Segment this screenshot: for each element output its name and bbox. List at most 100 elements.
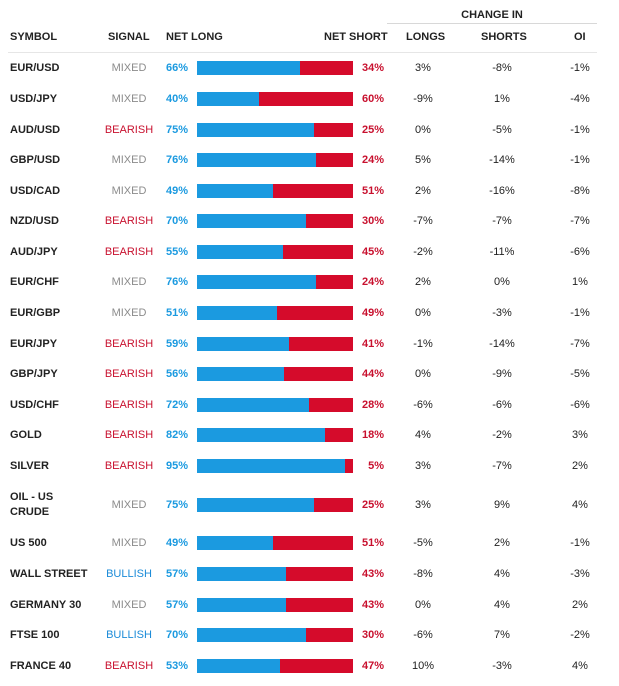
oi-change-cell: -7% bbox=[570, 337, 590, 350]
table-row[interactable]: AUD/JPY BEARISH 55% 45% -2% -11% -6% bbox=[0, 240, 619, 264]
shorts-change-cell: 0% bbox=[494, 275, 510, 288]
net-long-fill bbox=[197, 598, 286, 612]
net-short-cell: 60% bbox=[361, 92, 384, 105]
net-long-fill bbox=[197, 659, 280, 673]
net-long-header: NET LONG bbox=[166, 31, 223, 43]
table-row[interactable]: EUR/JPY BEARISH 59% 41% -1% -14% -7% bbox=[0, 332, 619, 356]
sentiment-bar bbox=[197, 598, 353, 612]
table-row[interactable]: SILVER BEARISH 95% 5% 3% -7% 2% bbox=[0, 454, 619, 478]
table-row[interactable]: OIL - US CRUDE MIXED 75% 25% 3% 9% 4% bbox=[0, 486, 619, 524]
shorts-change-cell: -2% bbox=[492, 428, 512, 441]
net-short-cell: 28% bbox=[361, 398, 384, 411]
table-row[interactable]: GOLD BEARISH 82% 18% 4% -2% 3% bbox=[0, 423, 619, 447]
longs-change-cell: 0% bbox=[415, 598, 431, 611]
net-long-cell: 57% bbox=[165, 567, 188, 580]
change-in-header: CHANGE IN bbox=[387, 8, 597, 24]
symbol-cell[interactable]: USD/CAD bbox=[10, 184, 61, 197]
sentiment-bar bbox=[197, 245, 353, 259]
net-long-cell: 95% bbox=[165, 459, 188, 472]
table-row[interactable]: USD/CHF BEARISH 72% 28% -6% -6% -6% bbox=[0, 393, 619, 417]
signal-cell: MIXED bbox=[111, 536, 147, 549]
signal-cell: BEARISH bbox=[104, 245, 154, 258]
table-row[interactable]: EUR/GBP MIXED 51% 49% 0% -3% -1% bbox=[0, 301, 619, 325]
net-short-cell: 5% bbox=[368, 459, 384, 472]
symbol-cell[interactable]: GERMANY 30 bbox=[10, 598, 82, 611]
symbol-cell[interactable]: AUD/JPY bbox=[10, 245, 58, 258]
sentiment-bar bbox=[197, 123, 353, 137]
net-short-cell: 51% bbox=[361, 536, 384, 549]
longs-change-cell: -5% bbox=[413, 536, 433, 549]
longs-change-cell: -2% bbox=[413, 245, 433, 258]
symbol-header: SYMBOL bbox=[10, 31, 58, 43]
table-row[interactable]: US 500 MIXED 49% 51% -5% 2% -1% bbox=[0, 531, 619, 555]
symbol-cell[interactable]: WALL STREET bbox=[10, 567, 88, 580]
net-short-cell: 24% bbox=[361, 153, 384, 166]
symbol-cell[interactable]: USD/CHF bbox=[10, 398, 59, 411]
net-long-cell: 40% bbox=[165, 92, 188, 105]
shorts-change-cell: -16% bbox=[489, 184, 515, 197]
shorts-change-cell: -5% bbox=[492, 123, 512, 136]
oi-change-cell: -1% bbox=[570, 536, 590, 549]
table-row[interactable]: GERMANY 30 MIXED 57% 43% 0% 4% 2% bbox=[0, 593, 619, 617]
oi-change-cell: -6% bbox=[570, 398, 590, 411]
symbol-cell[interactable]: EUR/CHF bbox=[10, 275, 59, 288]
signal-cell: BEARISH bbox=[104, 367, 154, 380]
table-row[interactable]: FTSE 100 BULLISH 70% 30% -6% 7% -2% bbox=[0, 623, 619, 647]
net-long-cell: 66% bbox=[165, 61, 188, 74]
oi-change-cell: -1% bbox=[570, 306, 590, 319]
table-row[interactable]: EUR/USD MIXED 66% 34% 3% -8% -1% bbox=[0, 56, 619, 80]
signal-cell: BEARISH bbox=[104, 428, 154, 441]
table-row[interactable]: AUD/USD BEARISH 75% 25% 0% -5% -1% bbox=[0, 118, 619, 142]
net-long-fill bbox=[197, 153, 316, 167]
table-row[interactable]: NZD/USD BEARISH 70% 30% -7% -7% -7% bbox=[0, 209, 619, 233]
net-long-cell: 70% bbox=[165, 214, 188, 227]
net-short-cell: 43% bbox=[361, 598, 384, 611]
longs-change-cell: 3% bbox=[415, 459, 431, 472]
symbol-cell[interactable]: US 500 bbox=[10, 536, 47, 549]
oi-change-cell: -5% bbox=[570, 367, 590, 380]
shorts-change-cell: -6% bbox=[492, 398, 512, 411]
net-long-cell: 51% bbox=[165, 306, 188, 319]
sentiment-bar bbox=[197, 214, 353, 228]
symbol-cell[interactable]: EUR/JPY bbox=[10, 337, 58, 350]
symbol-cell[interactable]: SILVER bbox=[10, 459, 49, 472]
signal-cell: BEARISH bbox=[104, 214, 154, 227]
net-short-cell: 25% bbox=[361, 498, 384, 511]
table-row[interactable]: FRANCE 40 BEARISH 53% 47% 10% -3% 4% bbox=[0, 654, 619, 678]
signal-cell: MIXED bbox=[111, 153, 147, 166]
net-long-fill bbox=[197, 306, 277, 320]
longs-change-cell: 0% bbox=[415, 306, 431, 319]
sentiment-bar bbox=[197, 184, 353, 198]
net-short-cell: 45% bbox=[361, 245, 384, 258]
signal-cell: MIXED bbox=[111, 61, 147, 74]
shorts-change-cell: 4% bbox=[494, 567, 510, 580]
oi-change-cell: -3% bbox=[570, 567, 590, 580]
table-row[interactable]: GBP/JPY BEARISH 56% 44% 0% -9% -5% bbox=[0, 362, 619, 386]
symbol-cell[interactable]: OIL - US CRUDE bbox=[10, 491, 54, 518]
symbol-cell[interactable]: GBP/JPY bbox=[10, 367, 58, 380]
symbol-cell[interactable]: USD/JPY bbox=[10, 92, 58, 105]
table-row[interactable]: GBP/USD MIXED 76% 24% 5% -14% -1% bbox=[0, 148, 619, 172]
table-row[interactable]: USD/JPY MIXED 40% 60% -9% 1% -4% bbox=[0, 87, 619, 111]
symbol-cell[interactable]: AUD/USD bbox=[10, 123, 61, 136]
symbol-cell[interactable]: EUR/GBP bbox=[10, 306, 61, 319]
longs-change-cell: -1% bbox=[413, 337, 433, 350]
symbol-cell[interactable]: FRANCE 40 bbox=[10, 659, 72, 672]
symbol-cell[interactable]: GBP/USD bbox=[10, 153, 61, 166]
symbol-cell[interactable]: FTSE 100 bbox=[10, 628, 60, 641]
shorts-change-cell: -7% bbox=[492, 459, 512, 472]
net-long-cell: 82% bbox=[165, 428, 188, 441]
longs-change-cell: 3% bbox=[415, 61, 431, 74]
signal-cell: BEARISH bbox=[104, 659, 154, 672]
table-row[interactable]: WALL STREET BULLISH 57% 43% -8% 4% -3% bbox=[0, 562, 619, 586]
net-short-cell: 34% bbox=[361, 61, 384, 74]
table-row[interactable]: USD/CAD MIXED 49% 51% 2% -16% -8% bbox=[0, 179, 619, 203]
symbol-cell[interactable]: GOLD bbox=[10, 428, 42, 441]
symbol-cell[interactable]: NZD/USD bbox=[10, 214, 59, 227]
oi-change-cell: -8% bbox=[570, 184, 590, 197]
shorts-change-cell: 2% bbox=[494, 536, 510, 549]
table-row[interactable]: EUR/CHF MIXED 76% 24% 2% 0% 1% bbox=[0, 270, 619, 294]
net-long-fill bbox=[197, 92, 260, 106]
symbol-cell[interactable]: EUR/USD bbox=[10, 61, 60, 74]
